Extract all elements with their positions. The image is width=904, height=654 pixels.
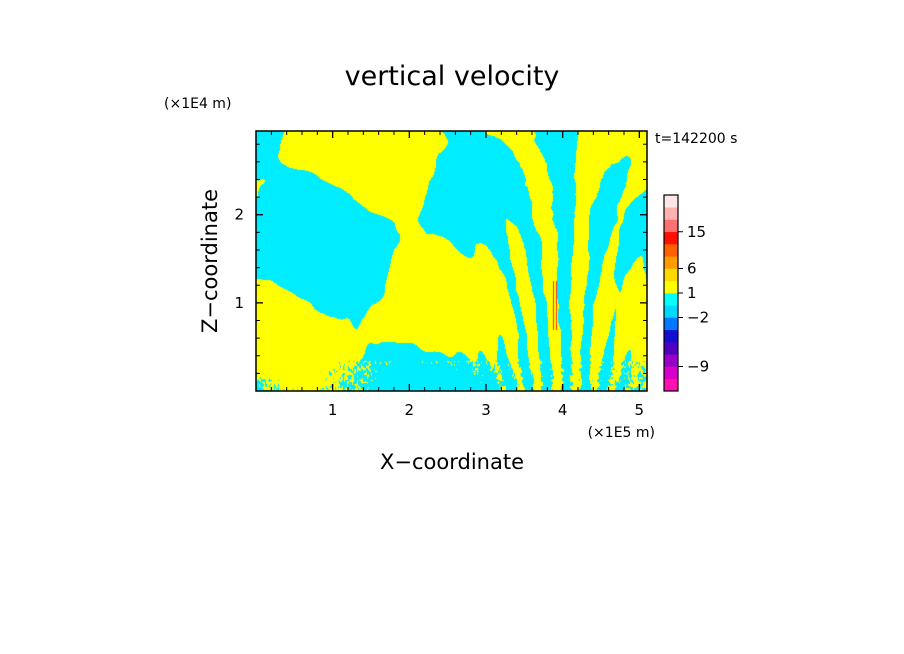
colorbar-level <box>664 268 678 282</box>
colorbar-level <box>664 305 678 318</box>
x-tick-label: 3 <box>481 401 491 419</box>
colorbar-level <box>664 195 678 208</box>
chart-title: vertical velocity <box>345 61 560 92</box>
colorbar-tick-label: 1 <box>687 284 697 302</box>
x-tick-label: 1 <box>328 401 338 419</box>
x-tick-label: 4 <box>558 401 568 419</box>
colorbar-level <box>664 366 678 380</box>
y-tick-label: 1 <box>234 294 244 312</box>
x-axis-label: X−coordinate <box>380 450 524 474</box>
velocity-field <box>256 131 647 391</box>
colorbar-tick-label: −2 <box>687 309 709 327</box>
velocity-field-image <box>256 131 647 391</box>
colorbar-level <box>664 293 678 306</box>
colorbar-tick-label: 6 <box>687 260 697 278</box>
colorbar-level <box>664 231 678 245</box>
x-axis-unit: (×1E5 m) <box>588 425 655 441</box>
colorbar-level <box>664 256 678 269</box>
x-tick-label: 2 <box>405 401 415 419</box>
y-axis-ticks: 12 <box>234 143 647 374</box>
x-tick-label: 5 <box>635 401 645 419</box>
colorbar: 15 6 1 −2 −9 <box>663 194 709 392</box>
colorbar-level <box>664 207 678 220</box>
colorbar-tick-label: −9 <box>687 358 709 376</box>
y-axis-label: Z−coordinate <box>198 189 222 333</box>
colorbar-level <box>664 317 678 331</box>
colorbar-level <box>664 378 678 392</box>
colorbar-level <box>664 329 678 343</box>
y-axis-unit: (×1E4 m) <box>164 96 231 112</box>
time-label: t=142200 s <box>655 131 737 147</box>
x-axis-ticks: 1 2 3 4 5 <box>270 131 645 419</box>
y-tick-label: 2 <box>234 206 244 224</box>
colorbar-level <box>664 219 678 233</box>
colorbar-level <box>664 342 678 355</box>
colorbar-level <box>664 280 678 294</box>
plot-frame <box>255 130 648 392</box>
colorbar-level <box>664 354 678 367</box>
colorbar-tick-label: 15 <box>687 223 706 241</box>
colorbar-level <box>664 244 678 257</box>
